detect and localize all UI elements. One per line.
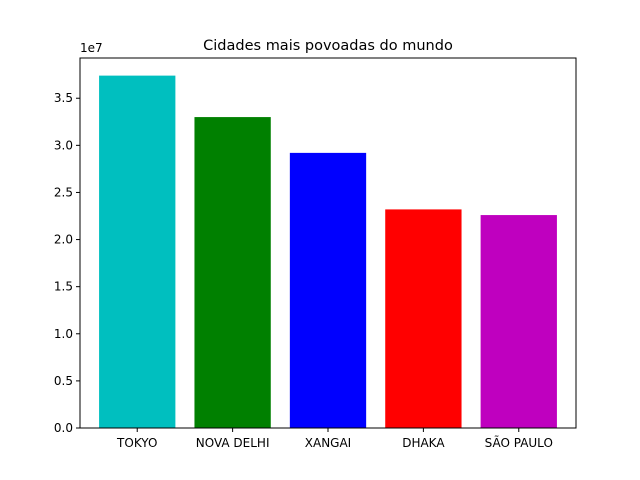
bar-dhaka [385,209,462,428]
y-tick-label: 3.5 [54,91,73,105]
y-axis-offset-label: 1e7 [80,41,103,55]
x-tick-label: XANGAI [305,436,351,450]
y-tick-label: 0.5 [54,374,73,388]
bar-tokyo [99,75,176,428]
plot-frame [79,57,577,429]
y-axis: 0.0 0.5 1.0 1.5 2.0 2.5 3.0 3.5 [54,91,80,435]
bar-s-o-paulo [480,215,557,428]
x-tick-label: DHAKA [402,436,445,450]
x-tick-label: NOVA DELHI [196,436,270,450]
y-tick-label: 0.0 [54,421,73,435]
bar-nova-delhi [194,117,271,429]
y-tick-label: 2.0 [54,233,73,247]
y-tick-label: 3.0 [54,138,73,152]
y-tick-label: 1.0 [54,327,73,341]
y-tick-label: 1.5 [54,280,73,294]
bars-group [99,75,557,429]
y-tick-label: 2.5 [54,185,73,199]
x-tick-label: SÃO PAULO [485,435,553,450]
chart-title: Cidades mais povoadas do mundo [203,38,453,54]
bar-xangai [289,152,367,429]
x-axis: TOKYO NOVA DELHI XANGAI DHAKA SÃO PAULO [116,428,553,450]
x-tick-label: TOKYO [116,436,157,450]
